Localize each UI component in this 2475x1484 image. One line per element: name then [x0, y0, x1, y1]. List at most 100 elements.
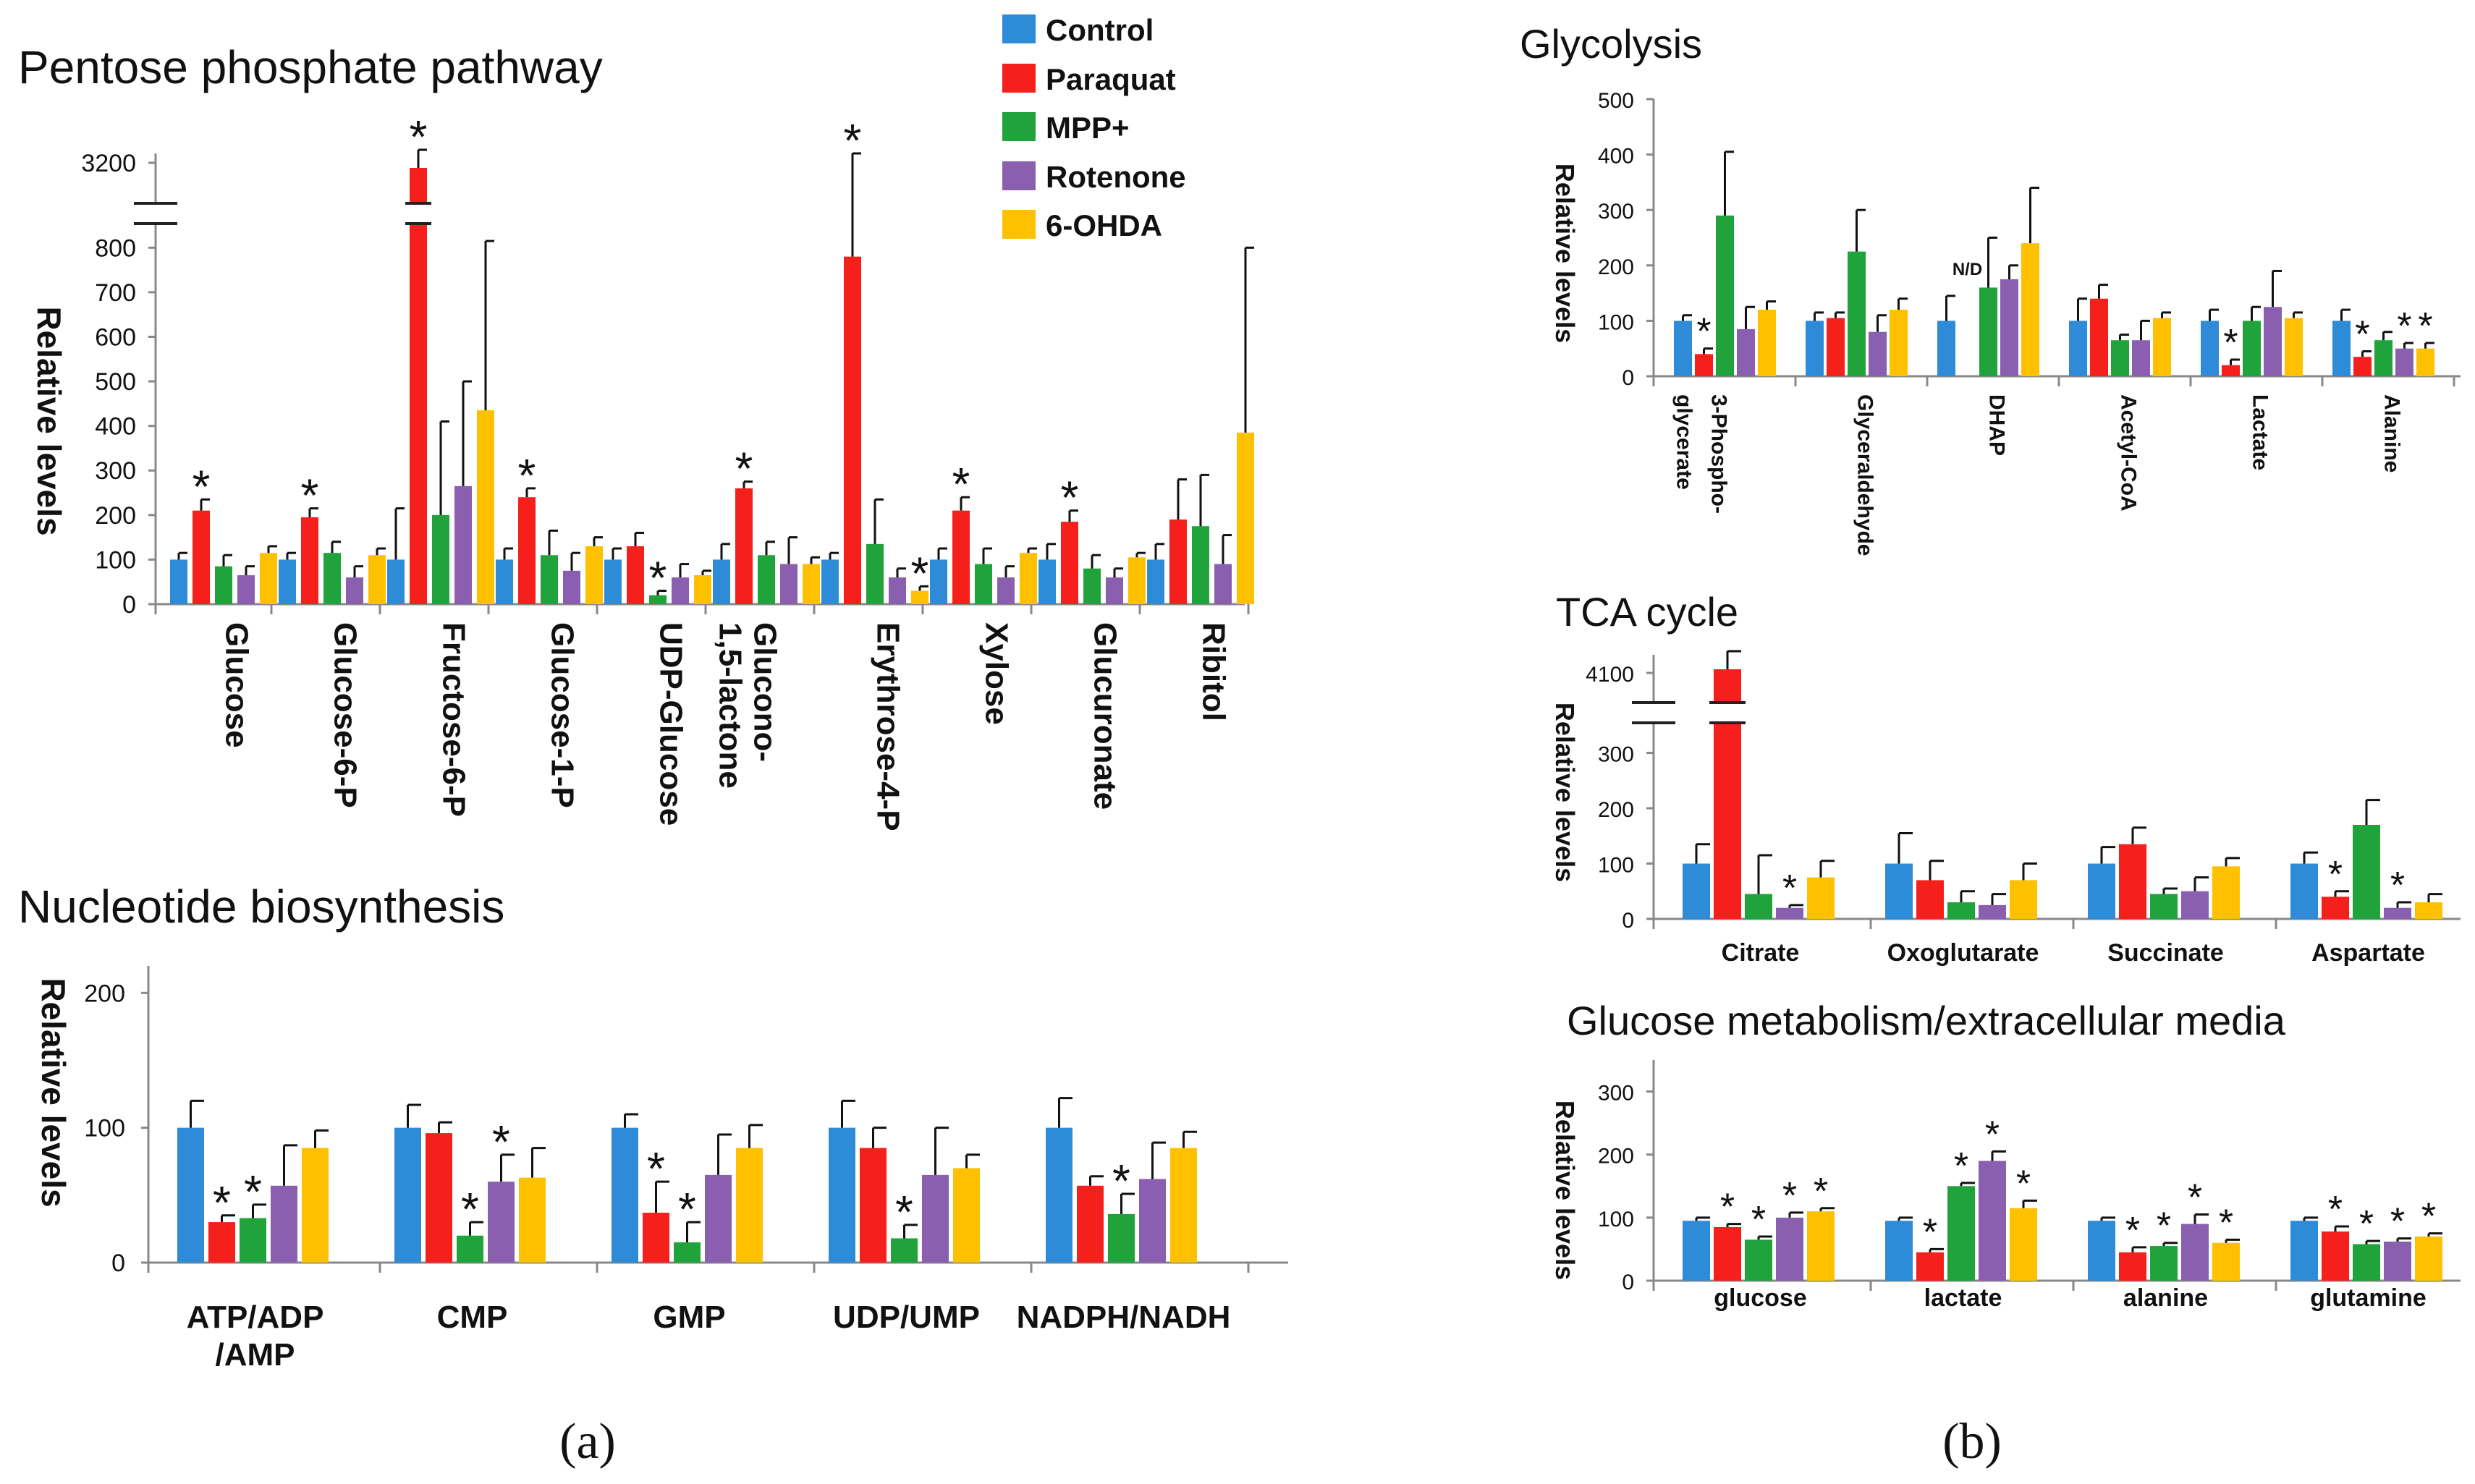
ppp-bar	[1169, 519, 1187, 604]
gly-bar	[2201, 321, 2219, 376]
gly-bar	[2069, 321, 2087, 376]
ppp-bar	[803, 564, 820, 604]
tca-bar	[2415, 902, 2442, 919]
glc-title: Glucose metabolism/extracellular media	[1567, 998, 2286, 1043]
tca-ytick-label: 100	[1598, 854, 1634, 878]
ppp-bar	[694, 574, 711, 604]
gly-bar	[2416, 348, 2434, 376]
gly-bar	[2353, 357, 2372, 376]
ppp-bar	[323, 553, 341, 604]
gly-ytick-label: 0	[1622, 366, 1634, 390]
gly-bar	[1758, 310, 1776, 376]
nuc-bar	[208, 1222, 235, 1263]
nuc-category-label-line: GMP	[653, 1299, 725, 1335]
glc-category-label-line: lactate	[1924, 1284, 2002, 1312]
ppp-category-label-line: Erythrose-4-P	[871, 622, 906, 831]
gly-bar	[1979, 287, 1997, 376]
ppp-bar	[496, 559, 513, 604]
ppp-bar	[192, 510, 210, 604]
tca-significance-star: *	[2390, 865, 2405, 907]
ppp-bar	[735, 488, 753, 604]
gly-category-label: Alanine	[2380, 394, 2404, 472]
tca-category-label-line: Citrate	[1722, 939, 1800, 967]
gly-bar	[2021, 243, 2039, 376]
nuc-bar	[426, 1133, 452, 1263]
glc-bar	[2181, 1224, 2209, 1281]
ppp-ytick-label: 400	[95, 413, 136, 441]
gly-bar	[2222, 365, 2240, 376]
glc-significance-star: *	[1814, 1171, 1828, 1213]
ppp-significance-star: *	[911, 547, 929, 599]
ppp-title: Pentose phosphate pathway	[18, 41, 603, 93]
nuc-group: ** GMP	[612, 1113, 763, 1335]
glc-significance-star: *	[2421, 1196, 2436, 1238]
tca-bar	[1947, 902, 1975, 919]
ppp-bar	[713, 559, 730, 604]
ppp-category-label-line: 1,5-lactone	[713, 622, 748, 789]
glc-bar	[2322, 1231, 2349, 1281]
gly-bar	[1890, 310, 1908, 376]
ppp-group: * Glucuronate	[1038, 472, 1146, 810]
gly-significance-star: *	[2355, 314, 2369, 356]
glc-category-label: lactate	[1924, 1284, 2002, 1312]
nuc-bar	[860, 1148, 887, 1263]
glc-ytick-label: 200	[1598, 1145, 1634, 1169]
glc-bar	[1745, 1239, 1772, 1281]
legend-swatch-6ohda	[1002, 210, 1036, 239]
nuc-group: ** CMP	[394, 1103, 546, 1335]
ppp-bar	[170, 559, 187, 604]
nuc-ylabel: Relative levels	[35, 978, 72, 1207]
ppp-significance-star: *	[301, 470, 319, 522]
ppp-bar	[758, 555, 775, 604]
nuc-bar	[1077, 1185, 1104, 1263]
glc-significance-star: *	[2016, 1163, 2031, 1205]
ppp-bar	[930, 559, 947, 604]
gly-ytick-label: 400	[1598, 145, 1634, 169]
ppp-significance-star: *	[518, 449, 536, 501]
ppp-group: * Glucose	[170, 460, 277, 748]
ppp-bar	[997, 577, 1015, 604]
gly-bar	[2332, 321, 2351, 376]
nuc-category-label-line: CMP	[437, 1299, 508, 1335]
nuc-group: * UDP/UMP	[829, 1099, 980, 1335]
nuc-category-label: NADPH/NADH	[1017, 1299, 1231, 1335]
ppp-ytick-label: 600	[95, 323, 136, 351]
tca-group: * Citrate	[1683, 650, 1835, 967]
glc-category-label-line: glucose	[1714, 1284, 1806, 1312]
ppp-bar	[346, 577, 363, 604]
tca-category-label: Citrate	[1722, 939, 1800, 967]
glc-bar	[1916, 1252, 1944, 1281]
tca-category-label: Aspartate	[2311, 939, 2425, 967]
gly-title: Glycolysis	[1520, 21, 1702, 67]
glc-significance-star: *	[1720, 1187, 1735, 1229]
glc-bar	[2119, 1252, 2146, 1281]
tca-ytick-break-label: 4100	[1586, 663, 1634, 687]
glc-bar	[1776, 1217, 1803, 1281]
nuc-ytick-label: 0	[111, 1250, 125, 1277]
gly-significance-star: *	[1696, 311, 1711, 353]
glc-ytick-label: 100	[1598, 1208, 1634, 1231]
tca-bar	[2088, 863, 2115, 919]
glc-ylabel: Relative levels	[1550, 1101, 1580, 1280]
glc-significance-star: *	[2359, 1203, 2374, 1245]
ppp-category-label-line: Glucuronate	[1088, 622, 1123, 810]
ppp-significance-star: *	[952, 458, 970, 510]
gly-category-label-line: Alanine	[2380, 394, 2404, 472]
glc-category-label: glutamine	[2310, 1284, 2427, 1312]
nuc-group: * * ATP/ADP/AMP	[177, 1099, 329, 1373]
ppp-category-label: Erythrose-4-P	[871, 622, 906, 831]
ppp-ytick-label: 500	[95, 368, 136, 396]
gly-category-label: DHAP	[1985, 394, 2009, 456]
nuc-significance-star: *	[461, 1183, 479, 1235]
ppp-bar	[627, 546, 644, 604]
ppp-category-label-line: Glucose-6-P	[328, 622, 363, 808]
ppp-category-label: Glucose-6-P	[328, 622, 363, 808]
nuc-category-label: UDP/UMP	[833, 1299, 980, 1335]
tca-bar	[1683, 863, 1710, 919]
legend-label-mpp: MPP+	[1046, 111, 1130, 145]
ppp-category-label-line: Glucose	[219, 622, 255, 748]
nuc-bar	[674, 1242, 701, 1263]
legend-swatch-rotenone	[1002, 161, 1036, 190]
ppp-ytick-label: 100	[95, 546, 136, 574]
